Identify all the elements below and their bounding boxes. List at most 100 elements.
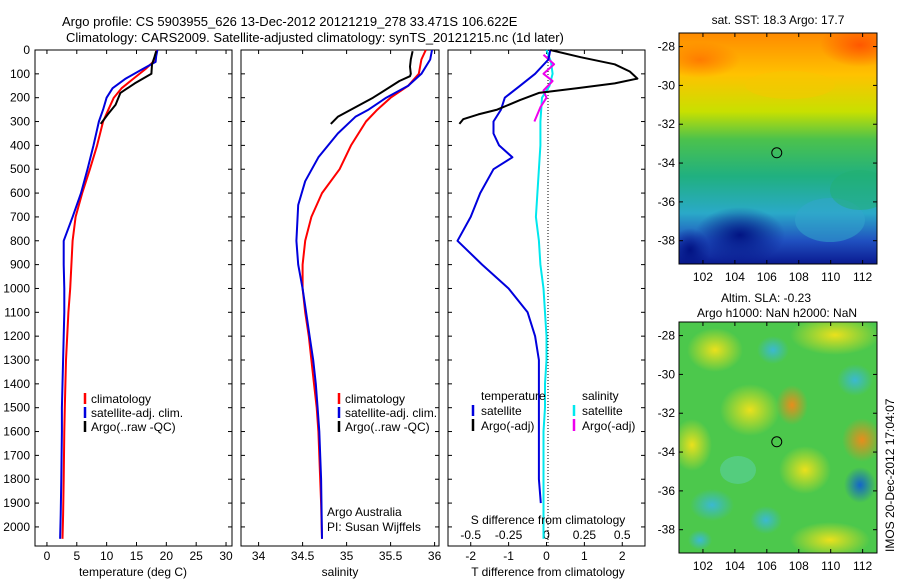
map-lon-label: 106 xyxy=(757,270,777,284)
temperature-argo-line xyxy=(99,50,158,125)
temperature-tick-label: 30 xyxy=(219,549,233,563)
temperature-tick-label: 10 xyxy=(100,549,114,563)
depth-tick-label: 1000 xyxy=(3,281,30,295)
difference-xlabel: T difference from climatology xyxy=(471,565,625,579)
argo-position-marker-sst xyxy=(771,147,783,159)
map-lat-label: -28 xyxy=(658,329,676,343)
salinity-satellite-line xyxy=(295,49,433,539)
temperature-xlabel: temperature (deg C) xyxy=(79,565,187,579)
map-lon-label: 112 xyxy=(853,270,872,284)
s-diff-tick-label: 0 xyxy=(543,528,550,542)
map-lat-label: -30 xyxy=(658,78,676,92)
depth-tick-label: 1400 xyxy=(3,377,30,391)
depth-tick-label: 900 xyxy=(10,258,30,272)
t-diff-satellite-line xyxy=(456,49,552,504)
sst-map-frame xyxy=(678,32,878,265)
map-lat-label: -36 xyxy=(658,484,676,498)
s-difference-label: S difference from climatology xyxy=(471,513,626,527)
legend-satellite-adj: satellite-adj. clim. xyxy=(91,406,183,420)
depth-tick-label: 1300 xyxy=(3,353,30,367)
legend-s-satellite: satellite xyxy=(582,404,623,418)
depth-tick-label: 0 xyxy=(23,43,30,57)
map-lat-label: -28 xyxy=(658,40,676,54)
s-diff-tick-label: 0.25 xyxy=(573,528,597,542)
sla-map-title-1: Altim. SLA: -0.23 xyxy=(721,291,811,305)
map-lat-label: -38 xyxy=(658,234,676,248)
figure-title-line2: Climatology: CARS2009. Satellite-adjuste… xyxy=(66,30,564,45)
temperature-climatology-line xyxy=(61,49,158,539)
salinity-xlabel: salinity xyxy=(322,565,359,579)
depth-tick-label: 800 xyxy=(10,234,30,248)
legend-argo: Argo(..raw -QC) xyxy=(91,420,176,434)
legend-temperature-title: temperature xyxy=(481,389,546,403)
temperature-satellite-line xyxy=(59,49,159,539)
sla-map-frame xyxy=(678,321,878,554)
map-lat-label: -34 xyxy=(658,156,676,170)
map-lat-label: -34 xyxy=(658,445,676,459)
depth-tick-label: 1200 xyxy=(3,329,30,343)
legend-s-argo: Argo(-adj) xyxy=(582,419,635,433)
argo-australia-note: Argo Australia xyxy=(327,505,402,519)
map-lat-label: -32 xyxy=(658,406,676,420)
map-lat-label: -38 xyxy=(658,523,676,537)
temperature-tick-label: 0 xyxy=(44,549,51,563)
map-lat-label: -32 xyxy=(658,117,676,131)
sal-legend-climatology: climatology xyxy=(345,392,405,406)
map-lon-label: 104 xyxy=(725,559,745,573)
map-lon-label: 110 xyxy=(821,270,840,284)
legend-t-satellite: satellite xyxy=(481,404,522,418)
salinity-tick-label: 36 xyxy=(428,549,442,563)
map-lon-label: 102 xyxy=(693,559,713,573)
sal-legend-argo: Argo(..raw -QC) xyxy=(345,420,430,434)
t-diff-tick-label: -1 xyxy=(503,549,514,563)
temperature-legend: climatology satellite-adj. clim. Argo(..… xyxy=(83,392,183,434)
map-lon-label: 108 xyxy=(789,270,809,284)
legend-t-argo: Argo(-adj) xyxy=(481,419,534,433)
depth-tick-label: 1800 xyxy=(3,472,30,486)
map-lat-label: -30 xyxy=(658,367,676,381)
map-lat-label: -36 xyxy=(658,195,676,209)
depth-tick-label: 1100 xyxy=(4,305,30,319)
t-diff-tick-label: 1 xyxy=(581,549,588,563)
pi-note: PI: Susan Wijffels xyxy=(327,520,421,534)
footer-stamp: IMOS 20-Dec-2012 17:04:07 xyxy=(883,398,897,552)
salinity-tick-label: 35 xyxy=(340,549,354,563)
salinity-tick-label: 35.5 xyxy=(379,549,403,563)
depth-tick-label: 700 xyxy=(10,210,30,224)
map-lon-label: 106 xyxy=(757,559,777,573)
map-lon-label: 110 xyxy=(821,559,840,573)
legend-climatology: climatology xyxy=(91,392,151,406)
salinity-legend: climatology satellite-adj. clim. Argo(..… xyxy=(337,392,437,434)
temperature-tick-label: 20 xyxy=(160,549,174,563)
legend-salinity-title: salinity xyxy=(582,389,619,403)
sla-map xyxy=(679,322,877,553)
depth-tick-label: 2000 xyxy=(3,520,30,534)
depth-tick-label: 500 xyxy=(10,162,30,176)
depth-tick-label: 400 xyxy=(10,138,30,152)
sst-map-title: sat. SST: 18.3 Argo: 17.7 xyxy=(712,13,845,27)
sst-map xyxy=(679,33,877,264)
t-diff-tick-label: 2 xyxy=(619,549,626,563)
argo-position-marker-sla xyxy=(771,436,783,448)
depth-tick-label: 600 xyxy=(10,186,30,200)
figure-title-line1: Argo profile: CS 5903955_626 13-Dec-2012… xyxy=(62,14,518,29)
map-lon-label: 112 xyxy=(853,559,872,573)
temperature-tick-label: 15 xyxy=(130,549,144,563)
s-diff-tick-label: -0.25 xyxy=(495,528,523,542)
temperature-tick-label: 25 xyxy=(190,549,204,563)
depth-tick-label: 100 xyxy=(10,67,30,81)
depth-tick-label: 1700 xyxy=(3,448,30,462)
difference-legend: temperature satellite Argo(-adj) salinit… xyxy=(471,389,635,433)
map-lon-label: 102 xyxy=(693,270,713,284)
s-diff-tick-label: 0.5 xyxy=(614,528,631,542)
salinity-tick-label: 34.5 xyxy=(291,549,315,563)
t-diff-argo-line xyxy=(458,49,639,125)
salinity-tick-label: 34 xyxy=(252,549,266,563)
temperature-panel-frame xyxy=(34,49,233,547)
t-diff-tick-label: 0 xyxy=(543,549,550,563)
temperature-tick-label: 5 xyxy=(73,549,80,563)
depth-tick-label: 1600 xyxy=(3,425,30,439)
map-lon-label: 104 xyxy=(725,270,745,284)
t-diff-tick-label: -2 xyxy=(465,549,476,563)
